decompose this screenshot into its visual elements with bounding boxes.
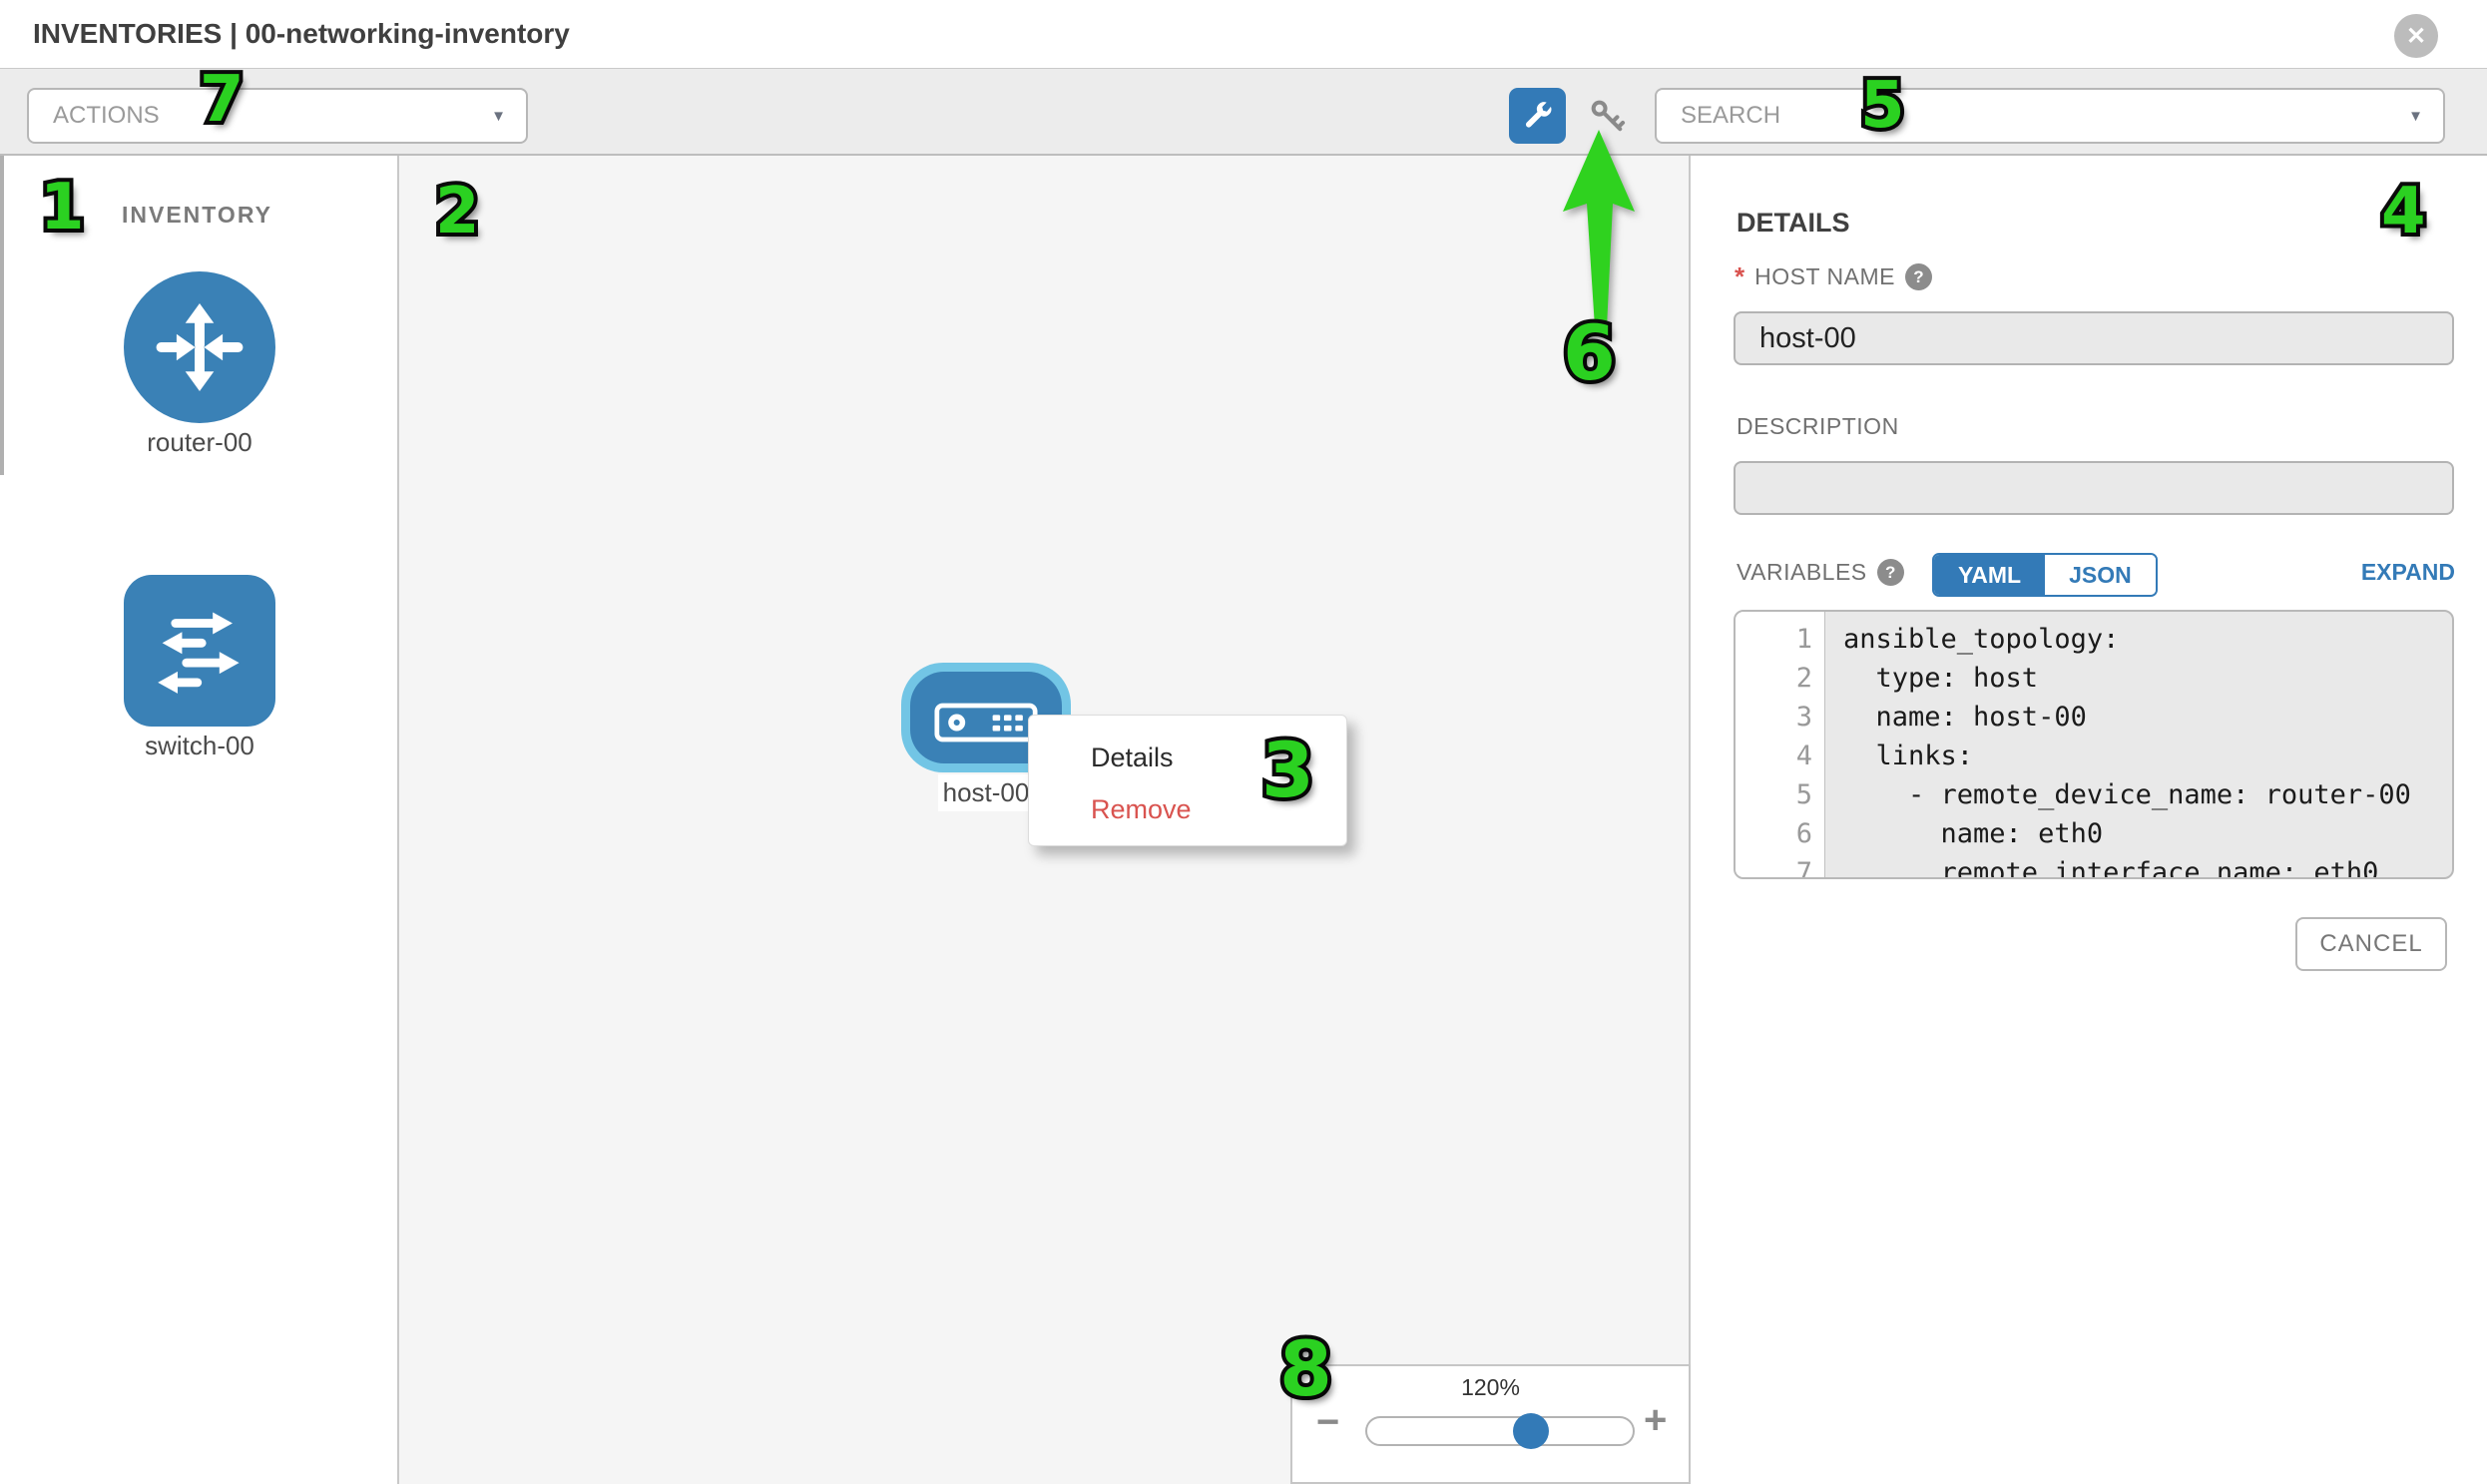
editor-line: 3 name: host-00 xyxy=(1736,698,2452,737)
host-icon xyxy=(934,703,1038,742)
key-tool-button[interactable] xyxy=(1583,94,1633,140)
editor-line: 2 type: host xyxy=(1736,659,2452,698)
variables-editor[interactable]: 1 ansible_topology: 2 type: host 3 name:… xyxy=(1734,610,2454,879)
zoom-in-button[interactable]: + xyxy=(1644,1398,1668,1442)
context-menu-remove[interactable]: Remove xyxy=(1091,794,1192,824)
annotation-arrow xyxy=(1563,130,1635,327)
details-title: DETAILS xyxy=(1737,208,1850,238)
help-icon[interactable]: ? xyxy=(1876,559,1904,586)
search-dropdown[interactable]: SEARCH ▼ xyxy=(1655,88,2445,144)
description-input[interactable] xyxy=(1734,461,2454,515)
host-name-label: HOST NAME xyxy=(1754,263,1895,289)
annotation-3: 3 xyxy=(1257,726,1318,814)
yaml-toggle-button[interactable]: YAML xyxy=(1934,555,2046,595)
description-label: DESCRIPTION xyxy=(1737,413,1899,439)
zoom-out-button[interactable]: − xyxy=(1316,1400,1340,1444)
node-context-menu: Details Remove xyxy=(1028,715,1347,846)
annotation-4: 4 xyxy=(2377,175,2429,248)
annotation-6: 6 xyxy=(1559,308,1620,397)
zoom-level-value: 120% xyxy=(1461,1374,1520,1400)
annotation-1: 1 xyxy=(36,171,88,245)
actions-dropdown[interactable]: ACTIONS ▼ xyxy=(27,88,528,144)
annotation-2: 2 xyxy=(431,175,483,248)
variables-label: VARIABLES xyxy=(1737,559,1867,585)
sidebar-scrollbar[interactable] xyxy=(0,156,4,475)
zoom-slider[interactable] xyxy=(1365,1413,1635,1449)
host-node-label: host-00 xyxy=(938,774,1034,811)
palette-label-switch: switch-00 xyxy=(145,731,254,760)
router-icon xyxy=(124,271,275,423)
editor-line: 4 links: xyxy=(1736,737,2452,775)
host-name-input[interactable] xyxy=(1734,311,2454,365)
annotation-8: 8 xyxy=(1275,1324,1336,1413)
palette-item-switch[interactable] xyxy=(124,575,275,727)
zoom-control-panel: 120% − + xyxy=(1290,1364,1691,1484)
header-bar: INVENTORIES | 00-networking-inventory ✕ xyxy=(0,0,2487,68)
context-menu-details[interactable]: Details xyxy=(1091,742,1174,772)
expand-link[interactable]: EXPAND xyxy=(2360,559,2455,585)
chevron-down-icon: ▼ xyxy=(2408,107,2423,125)
help-icon[interactable]: ? xyxy=(1904,263,1932,290)
editor-line: 1 ansible_topology: xyxy=(1736,620,2452,659)
palette-label-router: router-00 xyxy=(147,427,252,457)
required-asterisk: * xyxy=(1735,261,1745,291)
close-button[interactable]: ✕ xyxy=(2394,14,2438,58)
wrench-icon xyxy=(1525,102,1551,128)
switch-icon xyxy=(124,575,275,727)
close-icon: ✕ xyxy=(2405,22,2427,50)
host-name-field-label-row: * HOST NAME ? xyxy=(1735,261,1932,292)
search-placeholder: SEARCH xyxy=(1681,102,1781,129)
key-icon xyxy=(1591,100,1626,132)
zoom-slider-thumb[interactable] xyxy=(1513,1413,1549,1449)
host-node-selected[interactable] xyxy=(901,663,1071,772)
details-panel: DETAILS * HOST NAME ? DESCRIPTION VARIAB… xyxy=(1691,156,2487,1484)
editor-line: 5 - remote_device_name: router-00 xyxy=(1736,775,2452,814)
chevron-down-icon: ▼ xyxy=(491,107,506,125)
annotation-7: 7 xyxy=(196,63,248,137)
sidebar-title: INVENTORY xyxy=(122,202,272,228)
json-toggle-button[interactable]: JSON xyxy=(2045,555,2156,595)
topology-canvas[interactable]: host-00 Details Remove 120% − + xyxy=(399,156,1691,1484)
editor-line: 6 name: eth0 xyxy=(1736,814,2452,853)
cancel-button[interactable]: CANCEL xyxy=(2295,917,2447,971)
variables-format-toggle: YAML JSON xyxy=(1932,553,2158,597)
palette-item-router[interactable] xyxy=(124,271,275,423)
inventory-sidebar: INVENTORY router-00 xyxy=(0,156,399,1484)
editor-line: 7 remote_interface_name: eth0 xyxy=(1736,853,2452,877)
variables-label-row: VARIABLES ? xyxy=(1737,559,1904,586)
page-title: INVENTORIES | 00-networking-inventory xyxy=(33,18,570,49)
toolbar-mode-button[interactable] xyxy=(1509,88,1566,144)
actions-placeholder: ACTIONS xyxy=(53,102,160,129)
annotation-5: 5 xyxy=(1856,69,1908,143)
